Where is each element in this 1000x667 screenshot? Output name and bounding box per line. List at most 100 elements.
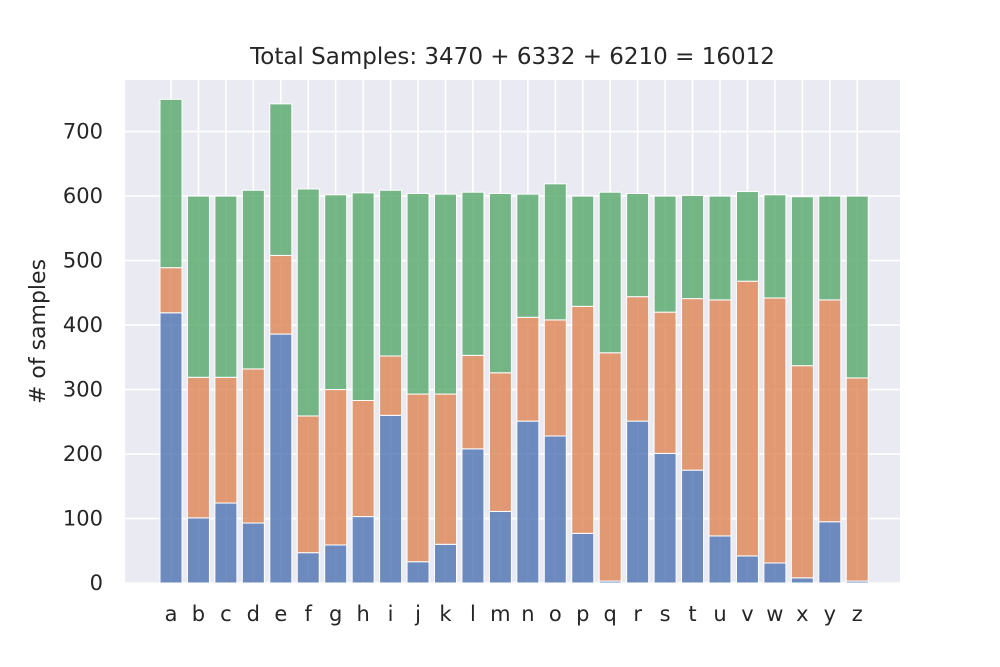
x-tick-label: i xyxy=(388,602,394,626)
x-tick-label: b xyxy=(192,602,205,626)
bar-j-series-1 xyxy=(406,561,430,584)
x-tick-label: t xyxy=(688,602,696,626)
bar-t-series-1 xyxy=(681,469,705,584)
bar-d-series-2 xyxy=(241,368,265,524)
x-tick-label: x xyxy=(796,602,808,626)
y-tick-label: 600 xyxy=(63,184,103,208)
y-tick-label: 700 xyxy=(63,120,103,144)
bar-v-series-2 xyxy=(735,280,759,557)
bar-a-series-2 xyxy=(159,267,183,314)
bar-l-series-3 xyxy=(461,191,485,356)
bar-n-series-2 xyxy=(516,316,540,422)
bar-y-series-1 xyxy=(818,521,842,584)
bar-i-series-3 xyxy=(379,189,403,357)
bar-u-series-2 xyxy=(708,299,732,537)
bar-g-series-1 xyxy=(324,544,348,584)
bar-q-series-3 xyxy=(598,191,622,354)
x-tick-label: g xyxy=(329,602,342,626)
x-tick-label: o xyxy=(549,602,562,626)
bar-c-series-2 xyxy=(214,376,238,504)
bar-v-series-1 xyxy=(735,555,759,584)
x-tick-label: k xyxy=(439,602,452,626)
bar-f-series-2 xyxy=(296,415,320,554)
bar-s-series-3 xyxy=(653,195,677,313)
bar-k-series-3 xyxy=(434,193,457,395)
bar-k-series-1 xyxy=(434,543,457,584)
bar-i-series-1 xyxy=(379,414,403,584)
bar-w-series-2 xyxy=(763,297,787,564)
bar-y-series-3 xyxy=(818,195,842,301)
bar-r-series-2 xyxy=(626,296,650,422)
bar-g-series-2 xyxy=(324,389,348,546)
bar-a-series-3 xyxy=(159,98,183,269)
bar-m-series-2 xyxy=(488,372,512,512)
x-tick-label: d xyxy=(247,602,260,626)
bar-r-series-1 xyxy=(626,420,650,584)
bar-e-series-3 xyxy=(269,103,293,256)
bar-g-series-3 xyxy=(324,194,348,391)
bar-j-series-3 xyxy=(406,192,430,395)
x-tick-label: n xyxy=(521,602,534,626)
bar-m-series-1 xyxy=(488,510,512,584)
bar-n-series-1 xyxy=(516,420,540,584)
bar-f-series-1 xyxy=(296,552,320,584)
y-tick-label: 0 xyxy=(90,571,103,595)
x-tick-label: l xyxy=(470,602,476,626)
bar-y-series-2 xyxy=(818,299,842,523)
x-tick-label: h xyxy=(356,602,369,626)
bar-h-series-2 xyxy=(351,400,375,518)
bar-e-series-2 xyxy=(269,254,293,335)
bar-p-series-3 xyxy=(571,195,595,307)
bar-t-series-2 xyxy=(681,298,705,471)
y-tick-label: 200 xyxy=(63,442,103,466)
bar-f-series-3 xyxy=(296,188,320,417)
bar-b-series-3 xyxy=(186,195,210,378)
y-tick-labels: 0 100 200 300 400 500 600 700 xyxy=(63,120,103,595)
x-tick-label: z xyxy=(852,602,863,626)
bar-l-series-2 xyxy=(461,354,485,450)
bar-a-series-1 xyxy=(159,312,183,584)
y-tick-label: 100 xyxy=(63,507,103,531)
x-tick-label: r xyxy=(633,602,642,626)
bar-r-series-3 xyxy=(626,192,650,298)
y-tick-label: 400 xyxy=(63,313,103,337)
y-axis-label: # of samples xyxy=(26,259,51,404)
chart-title: Total Samples: 3470 + 6332 + 6210 = 1601… xyxy=(249,44,775,70)
bar-w-series-1 xyxy=(763,562,787,584)
bar-x-series-2 xyxy=(790,365,814,579)
bar-i-series-2 xyxy=(379,355,403,416)
x-tick-label: m xyxy=(490,602,510,626)
bar-m-series-3 xyxy=(488,192,512,374)
bar-z-series-3 xyxy=(845,195,869,379)
bar-s-series-1 xyxy=(653,452,677,584)
x-tick-label: v xyxy=(741,602,753,626)
x-tick-label: w xyxy=(766,602,783,626)
bar-w-series-3 xyxy=(763,194,787,299)
bar-v-series-3 xyxy=(735,191,759,282)
bar-k-series-2 xyxy=(434,393,457,545)
x-tick-label: u xyxy=(713,602,726,626)
x-tick-label: f xyxy=(305,602,313,626)
bar-x-series-1 xyxy=(790,577,814,584)
bar-o-series-2 xyxy=(543,319,567,437)
y-tick-label: 300 xyxy=(63,378,103,402)
bar-h-series-3 xyxy=(351,192,375,402)
bar-q-series-2 xyxy=(598,352,622,582)
bar-z-series-2 xyxy=(845,377,869,582)
y-tick-label: 500 xyxy=(63,249,103,273)
bar-b-series-1 xyxy=(186,517,210,584)
bar-j-series-2 xyxy=(406,393,430,563)
bar-d-series-3 xyxy=(241,189,265,370)
bar-h-series-1 xyxy=(351,516,375,584)
bar-e-series-1 xyxy=(269,333,293,584)
bar-c-series-1 xyxy=(214,502,238,584)
bar-b-series-2 xyxy=(186,376,210,519)
x-tick-label: q xyxy=(604,602,617,626)
x-tick-label: a xyxy=(165,602,178,626)
x-tick-label: j xyxy=(414,602,421,626)
bar-p-series-2 xyxy=(571,305,595,534)
x-tick-label: p xyxy=(576,602,589,626)
bar-l-series-1 xyxy=(461,448,485,584)
bar-p-series-1 xyxy=(571,532,595,584)
x-tick-label: e xyxy=(274,602,287,626)
